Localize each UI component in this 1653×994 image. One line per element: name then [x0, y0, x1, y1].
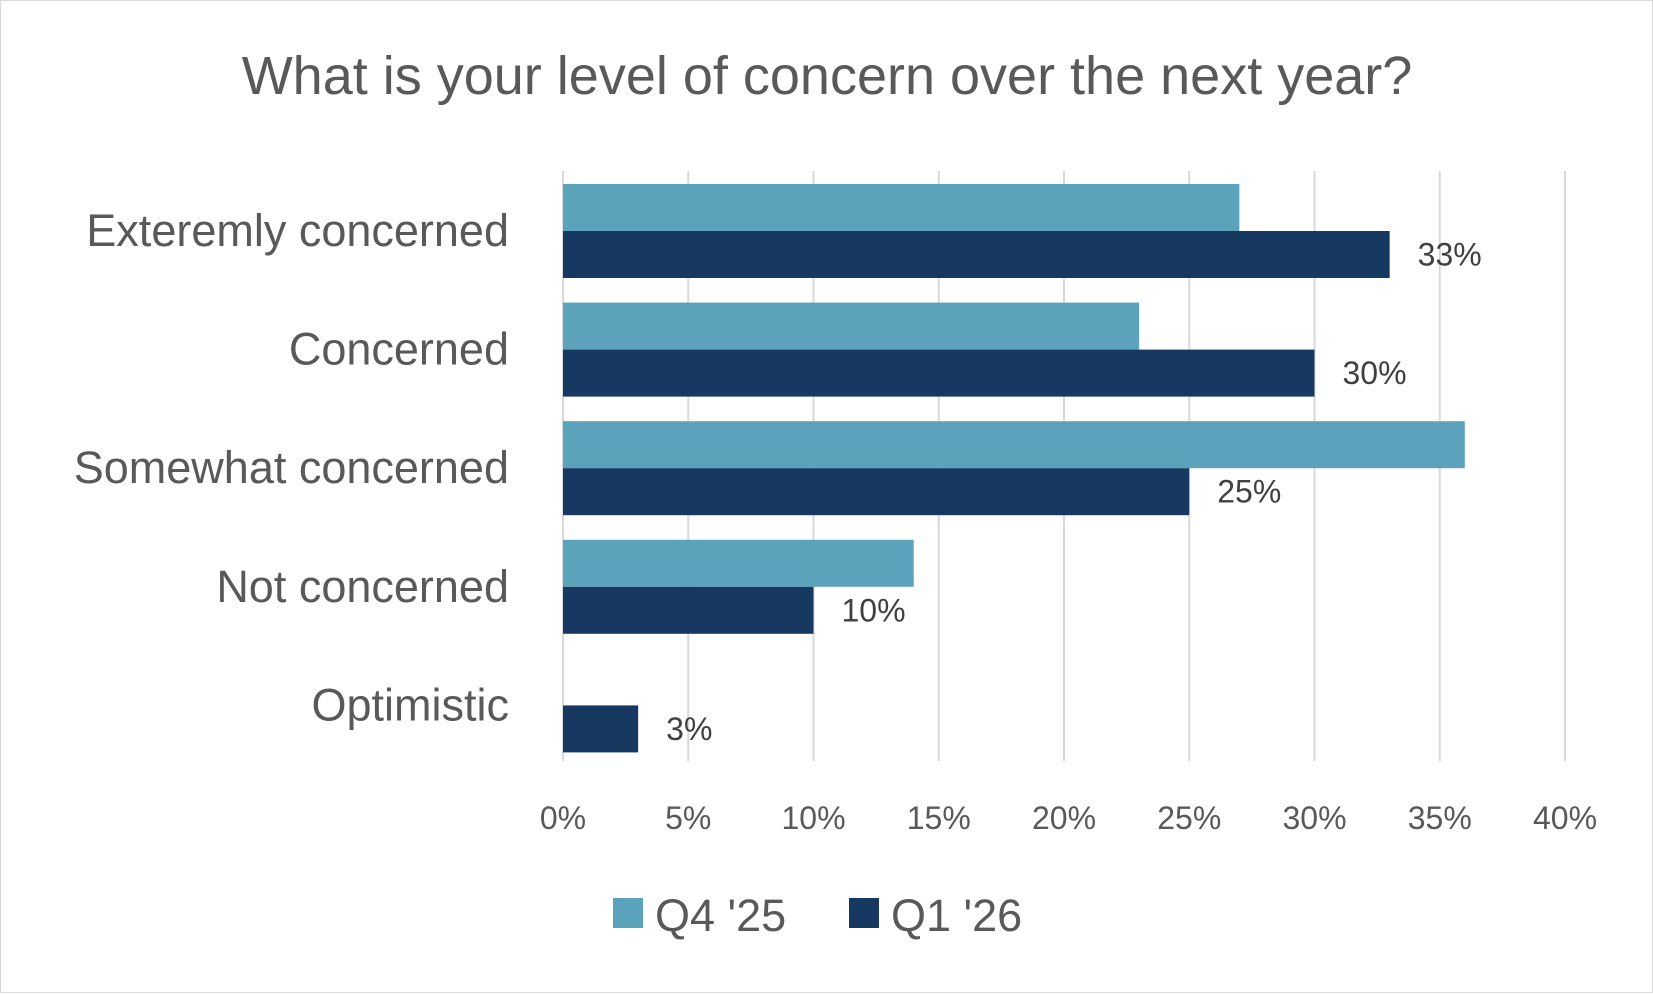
legend-swatch [849, 898, 879, 928]
bar-q4-25 [563, 184, 1240, 231]
legend-label: Q1 '26 [891, 890, 1022, 941]
category-label: Not concerned [216, 561, 509, 612]
x-axis-tick-labels: 0% 5% 10% 15% 20% 25% 30% 35% 40% [540, 800, 1597, 836]
x-tick-label: 40% [1533, 800, 1597, 836]
bar-q4-25 [563, 539, 914, 587]
data-label: 30% [1343, 355, 1407, 391]
bar-q1-26 [563, 468, 1190, 516]
x-tick-label: 30% [1282, 800, 1346, 836]
x-tick-label: 25% [1157, 800, 1221, 836]
category-label: Exteremly concerned [86, 205, 509, 256]
bar-q1-26 [563, 705, 639, 753]
category-label: Optimistic [311, 679, 509, 730]
bar-q4-25 [563, 302, 1140, 350]
bar-q4-25 [563, 421, 1465, 469]
data-label: 3% [666, 711, 712, 747]
bar-q1-26 [563, 349, 1315, 397]
legend-swatch [613, 898, 643, 928]
legend-label: Q4 '25 [655, 890, 786, 941]
bar-q1-26 [563, 586, 814, 634]
category-label: Somewhat concerned [74, 442, 509, 493]
category-label: Concerned [289, 324, 509, 375]
chart-title: What is your level of concern over the n… [242, 46, 1413, 106]
data-label: 10% [842, 592, 906, 628]
x-tick-label: 35% [1408, 800, 1472, 836]
x-tick-label: 5% [665, 800, 711, 836]
x-tick-label: 20% [1032, 800, 1096, 836]
x-tick-label: 0% [540, 800, 586, 836]
bars [563, 184, 1465, 753]
x-tick-label: 15% [907, 800, 971, 836]
legend: Q4 '25 Q1 '26 [613, 890, 1022, 941]
category-labels: Exteremly concerned Concerned Somewhat con… [74, 205, 509, 730]
data-labels: 33% 30% 25% 10% 3% [666, 237, 1482, 747]
data-label: 25% [1217, 474, 1281, 510]
bar-q1-26 [563, 231, 1390, 278]
x-tick-label: 10% [781, 800, 845, 836]
data-label: 33% [1418, 237, 1482, 273]
